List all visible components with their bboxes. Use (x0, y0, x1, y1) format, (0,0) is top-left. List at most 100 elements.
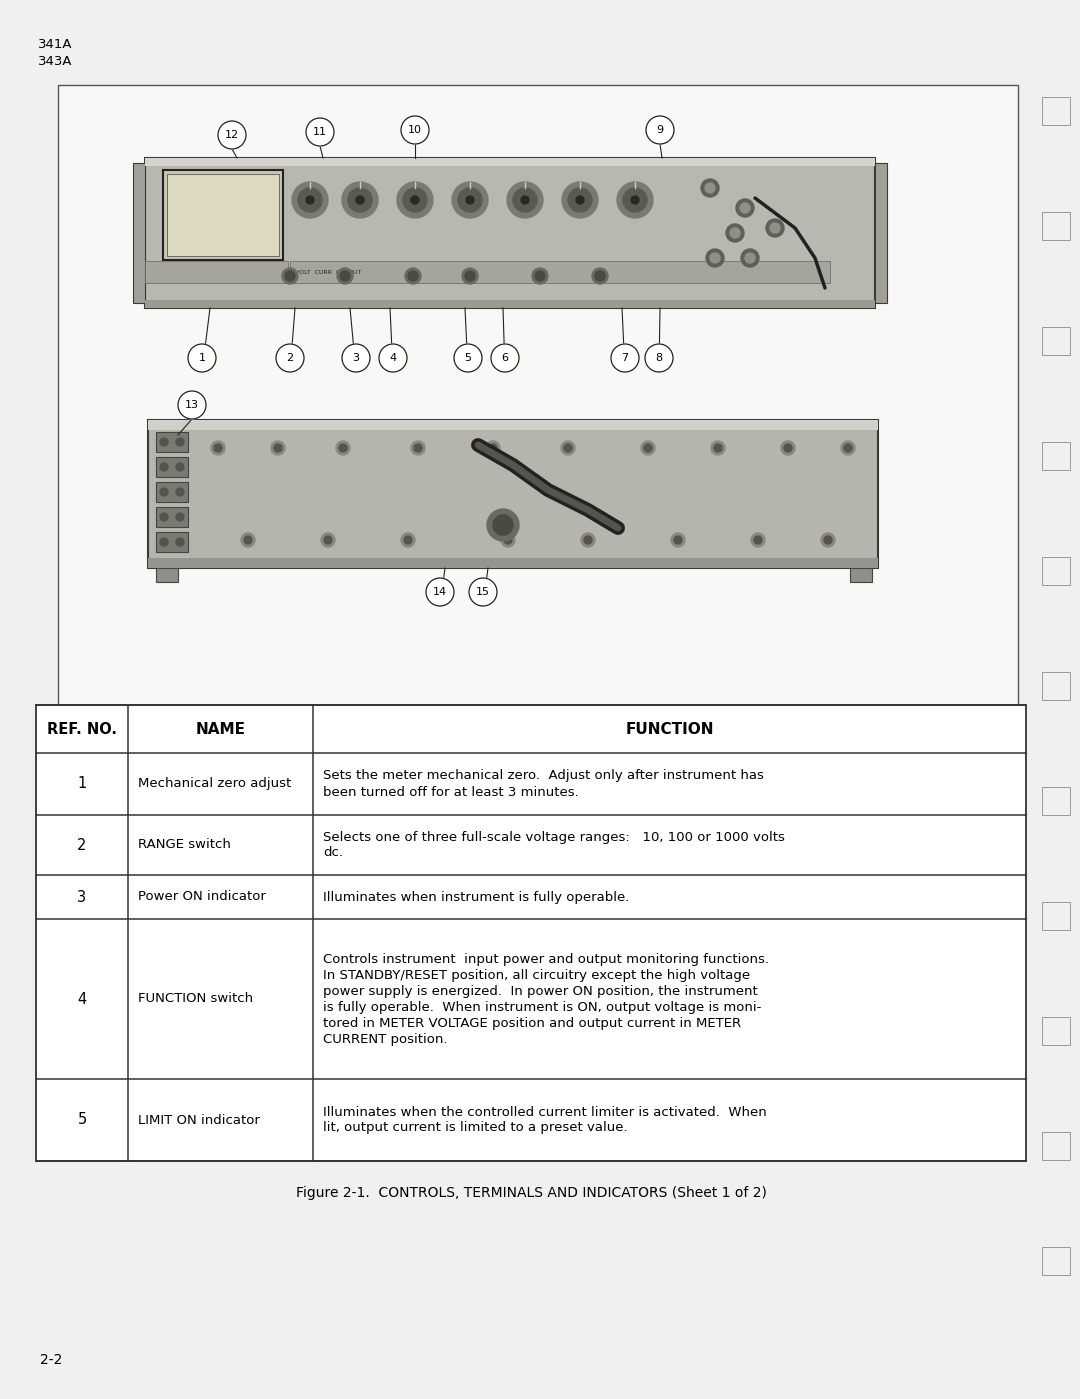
Circle shape (340, 271, 350, 281)
Circle shape (176, 539, 184, 546)
Text: 4: 4 (390, 353, 396, 362)
Circle shape (711, 441, 725, 455)
Bar (167, 173, 279, 256)
Circle shape (507, 182, 543, 218)
Circle shape (336, 441, 350, 455)
Circle shape (487, 509, 519, 541)
Circle shape (342, 344, 370, 372)
Circle shape (404, 536, 411, 544)
Circle shape (469, 578, 497, 606)
Circle shape (342, 182, 378, 218)
Text: Selects one of three full-scale voltage ranges:   10, 100 or 1000 volts: Selects one of three full-scale voltage … (323, 831, 785, 844)
Circle shape (751, 533, 765, 547)
Circle shape (492, 515, 513, 534)
Circle shape (298, 187, 322, 213)
Circle shape (276, 344, 303, 372)
Circle shape (714, 443, 723, 452)
Circle shape (356, 196, 364, 204)
Bar (145, 299, 875, 308)
Text: LIMIT ON indicator: LIMIT ON indicator (138, 1114, 260, 1126)
Circle shape (176, 488, 184, 497)
Circle shape (292, 182, 328, 218)
Circle shape (306, 196, 314, 204)
Circle shape (740, 203, 750, 213)
Circle shape (414, 443, 422, 452)
Circle shape (462, 269, 478, 284)
Text: 2: 2 (78, 838, 86, 852)
Circle shape (521, 196, 529, 204)
Circle shape (214, 443, 222, 452)
Circle shape (321, 533, 335, 547)
Circle shape (781, 441, 795, 455)
Bar (163, 171, 283, 260)
Circle shape (645, 344, 673, 372)
Circle shape (532, 269, 548, 284)
Bar (156, 506, 188, 527)
Circle shape (160, 513, 168, 520)
Circle shape (178, 390, 206, 418)
Text: RANGE switch: RANGE switch (138, 838, 231, 852)
Circle shape (611, 344, 639, 372)
Circle shape (735, 199, 754, 217)
Circle shape (674, 536, 681, 544)
Circle shape (843, 443, 852, 452)
Circle shape (561, 441, 575, 455)
Text: 12: 12 (225, 130, 239, 140)
Text: 6: 6 (501, 353, 509, 362)
Text: 4: 4 (78, 992, 86, 1006)
Circle shape (160, 438, 168, 446)
Text: lit, output current is limited to a preset value.: lit, output current is limited to a pres… (323, 1122, 627, 1135)
Circle shape (324, 536, 332, 544)
Circle shape (595, 271, 605, 281)
Circle shape (623, 187, 647, 213)
Circle shape (188, 344, 216, 372)
Text: 14: 14 (433, 588, 447, 597)
Circle shape (730, 228, 740, 238)
Circle shape (754, 536, 762, 544)
Text: Illuminates when instrument is fully operable.: Illuminates when instrument is fully ope… (323, 891, 630, 904)
Circle shape (454, 344, 482, 372)
Circle shape (576, 196, 584, 204)
Circle shape (241, 533, 255, 547)
Bar (145, 158, 875, 308)
Circle shape (160, 488, 168, 497)
Circle shape (160, 463, 168, 471)
Circle shape (408, 271, 418, 281)
Bar (133, 164, 145, 304)
Circle shape (741, 249, 759, 267)
Circle shape (644, 443, 652, 452)
Circle shape (176, 513, 184, 520)
Circle shape (504, 536, 512, 544)
Text: CURRENT position.: CURRENT position. (323, 1032, 447, 1045)
Text: REF. NO.: REF. NO. (48, 722, 117, 736)
Circle shape (617, 182, 653, 218)
Text: VOLT  CURR  OUTPUT: VOLT CURR OUTPUT (295, 270, 362, 274)
Bar (148, 558, 878, 568)
Circle shape (745, 253, 755, 263)
Text: 10: 10 (408, 125, 422, 134)
Circle shape (401, 533, 415, 547)
Bar (145, 158, 875, 166)
Text: tored in METER VOLTAGE position and output current in METER: tored in METER VOLTAGE position and outp… (323, 1017, 741, 1030)
Circle shape (562, 182, 598, 218)
Text: dc.: dc. (323, 846, 343, 859)
Circle shape (726, 224, 744, 242)
Text: 13: 13 (185, 400, 199, 410)
Text: FUNCTION switch: FUNCTION switch (138, 992, 253, 1006)
Text: power supply is energized.  In power ON position, the instrument: power supply is energized. In power ON p… (323, 985, 758, 997)
Circle shape (405, 269, 421, 284)
Bar (36, 705, 1026, 1161)
Circle shape (501, 533, 515, 547)
Circle shape (176, 463, 184, 471)
Circle shape (453, 182, 488, 218)
Circle shape (564, 443, 572, 452)
Circle shape (489, 443, 497, 452)
Circle shape (403, 187, 427, 213)
Circle shape (841, 441, 855, 455)
Circle shape (568, 187, 592, 213)
Circle shape (770, 222, 780, 234)
Circle shape (710, 253, 720, 263)
Circle shape (671, 533, 685, 547)
Text: Controls instrument  input power and output monitoring functions.: Controls instrument input power and outp… (323, 953, 769, 965)
Bar (156, 457, 188, 477)
